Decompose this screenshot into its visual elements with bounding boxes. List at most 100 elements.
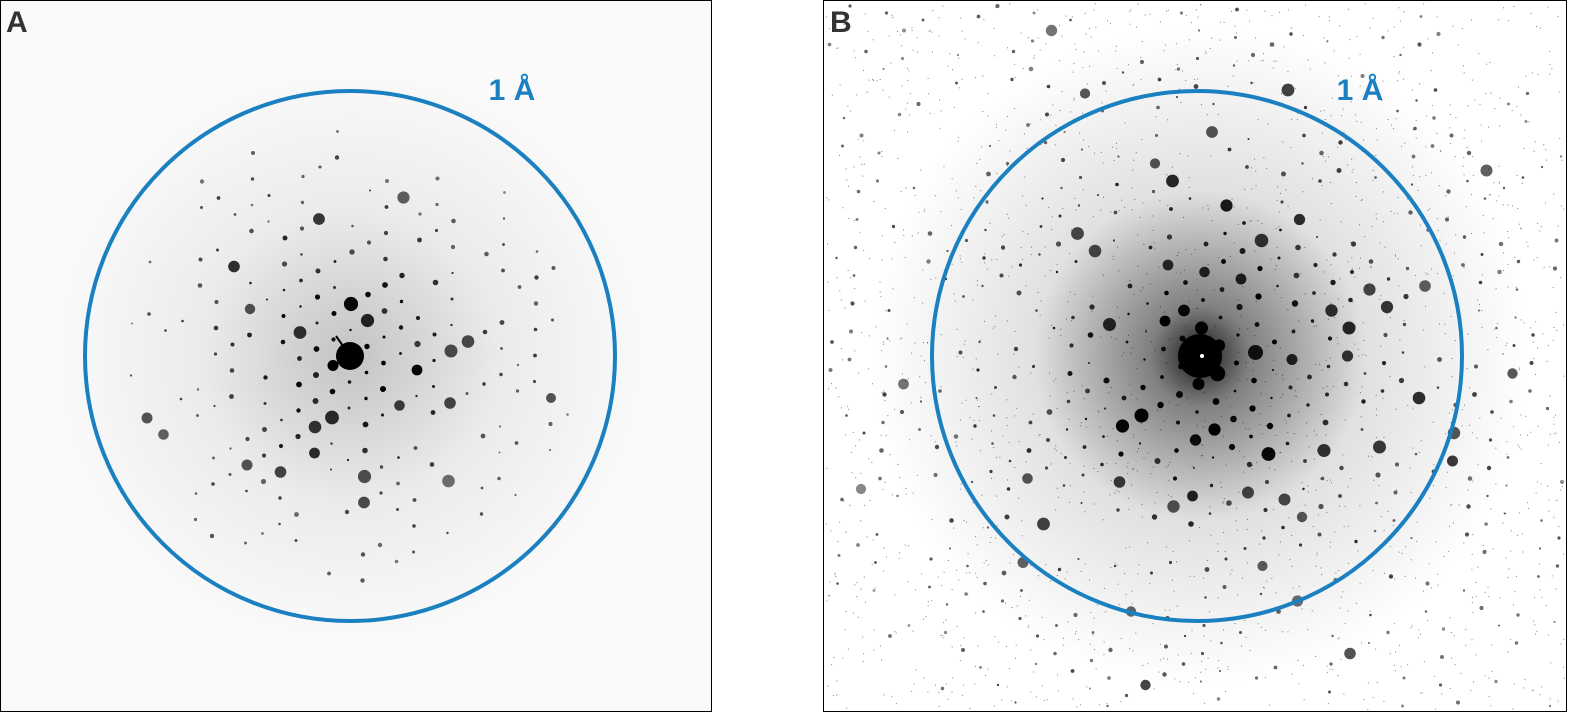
- noise-pixel: [1098, 704, 1100, 706]
- noise-pixel: [977, 399, 978, 401]
- noise-pixel: [1471, 233, 1473, 234]
- noise-pixel: [960, 419, 962, 421]
- noise-pixel: [1116, 45, 1117, 47]
- noise-pixel: [1082, 112, 1083, 114]
- noise-pixel: [940, 634, 942, 636]
- noise-pixel: [1194, 677, 1196, 679]
- noise-pixel: [1169, 609, 1171, 611]
- noise-pixel: [1250, 220, 1252, 222]
- noise-pixel: [994, 705, 996, 707]
- spot: [1159, 315, 1171, 327]
- noise-pixel: [1407, 198, 1409, 200]
- noise-pixel: [1231, 569, 1233, 571]
- noise-pixel: [1350, 478, 1352, 479]
- noise-pixel: [1014, 330, 1016, 332]
- noise-pixel: [1538, 563, 1540, 565]
- spot: [1402, 676, 1406, 680]
- noise-pixel: [1255, 170, 1257, 172]
- noise-pixel: [1365, 354, 1367, 356]
- noise-pixel: [1153, 688, 1155, 690]
- noise-pixel: [1450, 113, 1452, 115]
- spot: [1080, 502, 1083, 504]
- noise-pixel: [1395, 408, 1397, 410]
- noise-pixel: [1537, 347, 1538, 349]
- spot: [996, 683, 1000, 687]
- spot: [533, 327, 538, 332]
- noise-pixel: [1562, 666, 1564, 668]
- noise-pixel: [1396, 489, 1397, 491]
- noise-pixel: [860, 520, 862, 522]
- noise-pixel: [1427, 38, 1429, 40]
- noise-pixel: [1176, 561, 1177, 563]
- noise-pixel: [1543, 144, 1545, 146]
- spot: [364, 343, 370, 350]
- noise-pixel: [1545, 202, 1546, 204]
- noise-pixel: [1041, 616, 1043, 618]
- noise-pixel: [1006, 417, 1008, 419]
- spot: [1486, 465, 1492, 471]
- noise-pixel: [1062, 208, 1064, 210]
- noise-pixel: [1055, 124, 1057, 126]
- noise-pixel: [1536, 257, 1538, 259]
- spot: [1192, 378, 1205, 390]
- spot: [1432, 116, 1436, 120]
- noise-pixel: [828, 309, 830, 311]
- noise-pixel: [1035, 696, 1037, 698]
- noise-pixel: [1246, 367, 1247, 369]
- noise-pixel: [1246, 207, 1248, 209]
- noise-pixel: [1103, 587, 1105, 589]
- spot: [859, 133, 864, 138]
- noise-pixel: [1082, 67, 1084, 69]
- noise-pixel: [850, 277, 851, 279]
- noise-pixel: [1063, 637, 1064, 639]
- noise-pixel: [1085, 426, 1087, 428]
- spot: [1055, 270, 1059, 274]
- noise-pixel: [1329, 546, 1331, 548]
- noise-pixel: [1098, 50, 1099, 52]
- noise-pixel: [1205, 52, 1207, 54]
- noise-pixel: [1009, 562, 1011, 564]
- noise-pixel: [1440, 150, 1442, 152]
- spot: [1281, 171, 1286, 177]
- noise-pixel: [1260, 392, 1262, 394]
- noise-pixel: [1419, 452, 1421, 453]
- noise-pixel: [1437, 229, 1439, 231]
- noise-pixel: [1458, 504, 1460, 506]
- noise-pixel: [1520, 319, 1522, 321]
- noise-pixel: [1424, 366, 1426, 368]
- noise-pixel: [1039, 119, 1041, 121]
- spot: [1272, 369, 1274, 371]
- noise-pixel: [1030, 691, 1032, 693]
- noise-pixel: [1361, 386, 1363, 388]
- noise-pixel: [1201, 104, 1202, 106]
- noise-pixel: [1249, 220, 1251, 222]
- noise-pixel: [1449, 688, 1451, 689]
- noise-pixel: [1361, 199, 1363, 201]
- noise-pixel: [1083, 139, 1084, 141]
- noise-pixel: [1516, 534, 1518, 536]
- spot: [1331, 634, 1334, 638]
- spot: [1336, 168, 1342, 173]
- spot: [516, 363, 520, 367]
- noise-pixel: [1094, 152, 1095, 154]
- noise-pixel: [1056, 264, 1058, 266]
- spot: [297, 356, 302, 361]
- spot: [193, 517, 198, 522]
- noise-pixel: [1097, 410, 1099, 412]
- noise-pixel: [881, 659, 882, 661]
- noise-pixel: [1360, 416, 1362, 418]
- spot: [1178, 304, 1190, 317]
- noise-pixel: [956, 445, 958, 447]
- noise-pixel: [866, 91, 868, 93]
- spot: [945, 603, 949, 606]
- spot: [1553, 621, 1556, 623]
- noise-pixel: [914, 342, 916, 344]
- noise-pixel: [1264, 629, 1266, 631]
- noise-pixel: [1326, 671, 1328, 673]
- noise-pixel: [1511, 110, 1513, 112]
- spot: [1264, 479, 1270, 485]
- noise-pixel: [1204, 420, 1206, 422]
- spot: [1498, 624, 1500, 627]
- noise-pixel: [1387, 30, 1389, 32]
- spot: [878, 476, 882, 481]
